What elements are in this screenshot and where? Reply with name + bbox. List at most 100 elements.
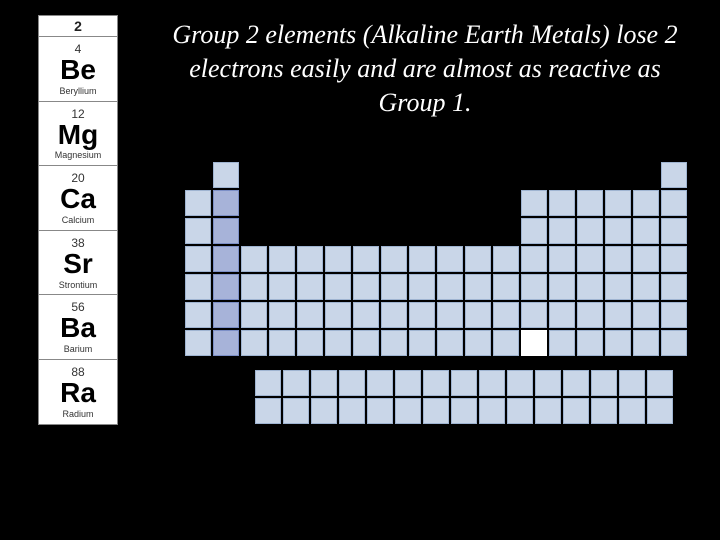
empty-cell <box>185 162 211 188</box>
element-cell <box>633 190 659 216</box>
element-symbol: Be <box>39 55 117 86</box>
element-cell <box>255 370 281 396</box>
element-cell <box>549 274 575 300</box>
empty-cell <box>465 162 491 188</box>
lanthanide-actinide-block <box>255 370 675 424</box>
atomic-number: 38 <box>39 237 117 249</box>
periodic-table-row <box>185 274 689 300</box>
element-cell <box>633 302 659 328</box>
element-cell <box>283 398 309 424</box>
element-cell <box>661 274 687 300</box>
element-cell <box>339 370 365 396</box>
element-cell <box>241 274 267 300</box>
element-cell <box>311 370 337 396</box>
element-cell <box>493 330 519 356</box>
empty-cell <box>241 190 267 216</box>
empty-cell <box>493 218 519 244</box>
element-cell-ba: 56 Ba Barium <box>39 295 117 360</box>
element-cell <box>647 398 673 424</box>
periodic-table-row <box>185 302 689 328</box>
empty-cell <box>549 162 575 188</box>
element-cell <box>269 246 295 272</box>
element-name: Barium <box>39 344 117 355</box>
element-cell <box>591 398 617 424</box>
element-cell-ca: 20 Ca Calcium <box>39 166 117 231</box>
element-cell <box>549 218 575 244</box>
empty-cell <box>381 190 407 216</box>
element-cell <box>381 302 407 328</box>
empty-cell <box>493 162 519 188</box>
empty-cell <box>465 218 491 244</box>
element-cell <box>479 370 505 396</box>
empty-cell <box>437 162 463 188</box>
periodic-table-row <box>185 218 689 244</box>
element-cell <box>605 190 631 216</box>
element-cell <box>409 302 435 328</box>
element-cell <box>353 330 379 356</box>
element-cell <box>605 218 631 244</box>
element-cell <box>465 274 491 300</box>
element-name: Strontium <box>39 280 117 291</box>
element-cell <box>465 246 491 272</box>
empty-cell <box>633 162 659 188</box>
element-cell <box>437 274 463 300</box>
element-cell <box>521 302 547 328</box>
element-cell <box>521 246 547 272</box>
element-cell <box>367 370 393 396</box>
element-cell <box>325 274 351 300</box>
element-cell <box>381 330 407 356</box>
element-cell <box>185 190 211 216</box>
element-cell <box>451 398 477 424</box>
element-cell <box>619 398 645 424</box>
periodic-table-row <box>185 330 689 356</box>
element-cell-mg: 12 Mg Magnesium <box>39 102 117 167</box>
element-cell <box>353 274 379 300</box>
empty-cell <box>353 162 379 188</box>
element-cell <box>185 330 211 356</box>
slide-container: 2 4 Be Beryllium 12 Mg Magnesium 20 Ca C… <box>0 0 720 540</box>
element-cell <box>549 330 575 356</box>
empty-cell <box>269 162 295 188</box>
empty-cell <box>297 162 323 188</box>
element-cell <box>353 246 379 272</box>
empty-cell <box>437 190 463 216</box>
empty-cell <box>297 190 323 216</box>
element-cell <box>507 398 533 424</box>
group2-cell <box>213 246 239 272</box>
element-cell <box>325 302 351 328</box>
element-name: Calcium <box>39 215 117 226</box>
empty-cell <box>409 190 435 216</box>
element-cell <box>661 246 687 272</box>
element-cell <box>451 370 477 396</box>
empty-cell <box>241 218 267 244</box>
element-cell <box>465 302 491 328</box>
empty-cell <box>381 218 407 244</box>
element-cell <box>549 190 575 216</box>
element-symbol: Ra <box>39 378 117 409</box>
empty-cell <box>325 162 351 188</box>
group2-cell <box>213 302 239 328</box>
element-cell-sr: 38 Sr Strontium <box>39 231 117 296</box>
empty-cell <box>269 218 295 244</box>
element-cell <box>493 302 519 328</box>
element-cell <box>563 370 589 396</box>
group2-cell <box>213 218 239 244</box>
group2-element-column: 2 4 Be Beryllium 12 Mg Magnesium 20 Ca C… <box>38 15 118 425</box>
element-cell <box>521 190 547 216</box>
element-cell <box>367 398 393 424</box>
element-cell <box>395 398 421 424</box>
element-cell <box>619 370 645 396</box>
element-cell <box>507 370 533 396</box>
element-cell <box>325 246 351 272</box>
element-cell <box>661 218 687 244</box>
periodic-table-row <box>255 398 675 424</box>
element-cell <box>241 302 267 328</box>
element-cell <box>521 218 547 244</box>
element-name: Beryllium <box>39 86 117 97</box>
element-cell <box>185 218 211 244</box>
element-cell <box>437 302 463 328</box>
element-cell <box>521 274 547 300</box>
empty-cell <box>577 162 603 188</box>
group2-cell <box>213 190 239 216</box>
element-cell <box>269 302 295 328</box>
